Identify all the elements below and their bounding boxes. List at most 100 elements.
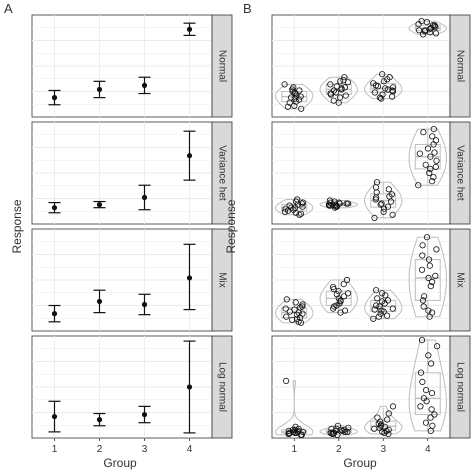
data-point	[337, 297, 344, 304]
data-point	[341, 84, 348, 91]
data-point	[295, 425, 302, 432]
facet-a-3: Mix	[31, 228, 233, 332]
data-point	[282, 377, 290, 384]
data-point	[415, 27, 423, 34]
facet-strip	[449, 228, 471, 332]
data-point	[327, 202, 334, 209]
data-point	[294, 428, 301, 435]
facet-strip-label: Log normal	[216, 362, 227, 412]
facet-strip	[211, 228, 233, 332]
data-point	[382, 292, 389, 299]
data-point	[371, 89, 378, 96]
box-iqr	[414, 372, 441, 416]
violin-shape	[408, 20, 447, 35]
data-point	[377, 418, 384, 425]
data-point	[427, 282, 434, 290]
violin-shape	[408, 128, 447, 186]
data-point	[428, 406, 435, 413]
violin-shape	[364, 405, 403, 435]
data-point	[338, 86, 345, 93]
data-point	[426, 169, 433, 177]
data-point	[339, 427, 346, 434]
facet-strip-label: Mix	[216, 272, 227, 288]
data-point	[330, 87, 338, 94]
data-point	[289, 316, 296, 323]
data-point	[374, 83, 382, 90]
data-point	[370, 315, 377, 322]
data-point	[430, 174, 437, 181]
facet-strip-label: Log normal	[454, 362, 465, 412]
facet-strip-label: Variance het	[216, 145, 227, 201]
data-point	[373, 189, 380, 196]
data-point	[293, 315, 301, 322]
data-point	[383, 312, 391, 319]
x-tick-label: 4	[425, 444, 431, 455]
violin-shape	[319, 200, 358, 209]
x-tick-label: 4	[187, 444, 193, 455]
data-point	[380, 308, 387, 315]
data-point	[385, 186, 392, 193]
data-point	[378, 290, 386, 297]
box-iqr	[414, 259, 441, 301]
data-point	[422, 161, 429, 168]
data-point	[328, 425, 335, 432]
data-point	[376, 94, 383, 101]
mean-point	[141, 194, 148, 201]
data-point	[287, 94, 295, 101]
data-point	[430, 126, 437, 133]
violin-shape	[319, 76, 358, 104]
data-point	[426, 262, 433, 269]
data-point	[384, 297, 392, 304]
data-point	[297, 93, 304, 100]
data-point	[299, 310, 306, 317]
violin-shape	[275, 380, 314, 436]
facet-strip	[211, 14, 233, 118]
data-point	[425, 352, 432, 359]
data-point	[284, 103, 291, 110]
facet-b-1: Normal	[271, 14, 471, 118]
data-point	[299, 199, 307, 206]
data-point	[418, 336, 426, 344]
data-point	[372, 196, 379, 203]
mean-point	[186, 275, 193, 281]
data-point	[419, 242, 426, 249]
data-point	[333, 291, 340, 298]
facet-strip-label: Normal	[454, 50, 465, 82]
data-point	[378, 95, 385, 102]
data-point	[423, 398, 430, 405]
data-point	[327, 81, 334, 88]
data-point	[422, 386, 430, 394]
data-point	[344, 290, 352, 297]
violin-shape	[364, 181, 403, 219]
data-point	[427, 165, 434, 172]
data-point	[327, 90, 334, 97]
data-point	[380, 208, 387, 215]
data-point	[389, 403, 397, 410]
facet-b-4: Log normal	[271, 335, 471, 439]
data-point	[427, 25, 434, 32]
data-point	[417, 403, 424, 410]
data-point	[429, 422, 436, 429]
data-point	[282, 305, 289, 312]
data-point	[374, 414, 381, 421]
data-point	[419, 252, 426, 259]
data-point	[330, 286, 337, 293]
data-point	[375, 313, 382, 320]
facet-a-2: Variance het	[31, 121, 233, 225]
data-point	[292, 98, 300, 105]
data-point	[389, 211, 396, 218]
data-point	[338, 426, 345, 433]
data-point	[425, 307, 432, 314]
data-point	[370, 80, 377, 87]
data-point	[420, 293, 428, 300]
data-point	[433, 343, 441, 350]
data-point	[372, 287, 380, 294]
data-point	[281, 81, 288, 88]
data-point	[381, 423, 388, 430]
data-point	[433, 157, 440, 164]
data-point	[427, 414, 434, 421]
mean-point	[186, 26, 193, 32]
data-point	[343, 276, 351, 284]
data-point	[373, 302, 380, 309]
